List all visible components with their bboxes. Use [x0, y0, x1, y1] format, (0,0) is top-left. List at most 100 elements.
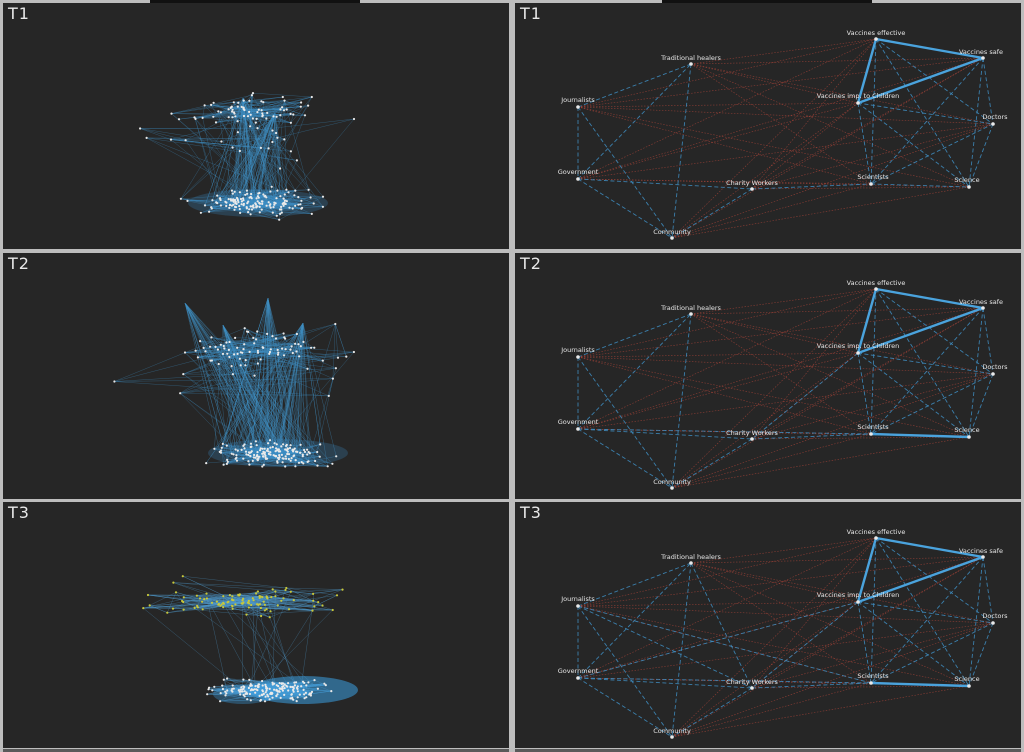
network-node — [251, 597, 254, 600]
network-node — [248, 678, 251, 681]
network-edge — [229, 207, 280, 220]
network-node — [292, 599, 295, 602]
network-edge — [266, 596, 284, 599]
network-node — [233, 190, 236, 193]
network-edge — [184, 302, 251, 457]
network-node — [276, 693, 279, 696]
network-node — [227, 108, 230, 111]
network-node — [219, 204, 222, 207]
network-edge — [220, 102, 239, 113]
network-node — [296, 696, 299, 699]
network-node — [231, 605, 234, 608]
network-node — [251, 117, 254, 120]
network-edge — [267, 449, 294, 459]
network-edge — [256, 102, 302, 120]
network-node — [232, 200, 235, 203]
network-node — [226, 460, 229, 463]
network-edge — [147, 594, 219, 605]
network-node — [233, 353, 236, 356]
network-edge — [211, 201, 234, 209]
negative-edge — [690, 288, 877, 315]
network-node — [228, 204, 232, 207]
network-node — [262, 692, 265, 695]
network-node — [285, 200, 288, 203]
network-edge — [206, 598, 294, 601]
network-node — [238, 357, 241, 360]
network-node — [263, 195, 266, 198]
negative-edge — [577, 356, 872, 435]
network-edge — [182, 575, 250, 608]
network-node — [256, 330, 259, 333]
top-edge-bar — [662, 0, 872, 3]
network-edge — [284, 100, 311, 198]
network-edge — [234, 112, 276, 201]
network-node — [280, 211, 283, 214]
network-edge — [232, 596, 261, 605]
network-edge — [293, 322, 304, 450]
network-edge — [262, 201, 323, 208]
network-node — [309, 694, 312, 697]
network-node — [306, 453, 309, 456]
network-node — [279, 696, 282, 699]
network-edge — [180, 198, 232, 206]
network-edge — [184, 302, 265, 449]
network-node — [213, 685, 216, 688]
network-node — [215, 201, 218, 204]
network-node — [249, 442, 253, 445]
network-edge — [237, 343, 296, 349]
network-edge — [248, 606, 315, 608]
network-node — [295, 450, 298, 453]
network-node — [239, 364, 242, 367]
network-node — [268, 350, 272, 354]
network-edge — [184, 302, 268, 459]
network-edge — [256, 112, 276, 208]
network-node — [276, 348, 279, 351]
network-edge — [213, 112, 222, 118]
negative-edge — [751, 307, 984, 440]
network-edge — [332, 323, 336, 379]
network-node — [256, 349, 259, 352]
network-node — [235, 202, 238, 205]
network-edge — [149, 605, 168, 613]
network-edge — [211, 104, 262, 111]
network-node — [262, 346, 265, 349]
network-edge — [143, 600, 243, 609]
network-node — [292, 690, 295, 693]
network-edge — [286, 587, 323, 606]
network-node — [282, 202, 285, 205]
network-node — [209, 345, 212, 348]
network-node — [274, 590, 277, 593]
network-edge — [232, 357, 339, 375]
panel-left-t1: T1 — [3, 3, 509, 249]
network-edge — [210, 112, 276, 208]
negative-edge — [690, 313, 994, 375]
network-node — [297, 343, 300, 346]
negative-edge — [671, 682, 872, 738]
network-node — [292, 688, 295, 692]
network-edge — [255, 109, 281, 123]
negative-edge — [577, 352, 859, 430]
network-edge — [233, 201, 242, 206]
network-edge — [211, 104, 263, 114]
network-edge — [183, 597, 313, 611]
node-label: Journalists — [560, 595, 595, 603]
network-edge — [172, 593, 207, 609]
network-edge — [227, 461, 286, 467]
network-edge — [228, 595, 240, 602]
network-edge — [222, 324, 282, 447]
network-node — [186, 199, 189, 202]
node-label: Science — [954, 426, 979, 434]
strong-edge — [856, 537, 878, 603]
network-node — [251, 92, 255, 95]
network-node — [283, 99, 286, 102]
network-edge — [231, 599, 313, 611]
network-node — [291, 207, 294, 210]
positive-edge — [671, 687, 753, 738]
network-node — [225, 204, 228, 208]
network-node — [268, 204, 271, 207]
network-node — [231, 373, 234, 376]
network-node — [272, 206, 275, 209]
negative-edge — [671, 433, 872, 489]
network-node — [345, 355, 348, 358]
network-node — [275, 443, 278, 446]
